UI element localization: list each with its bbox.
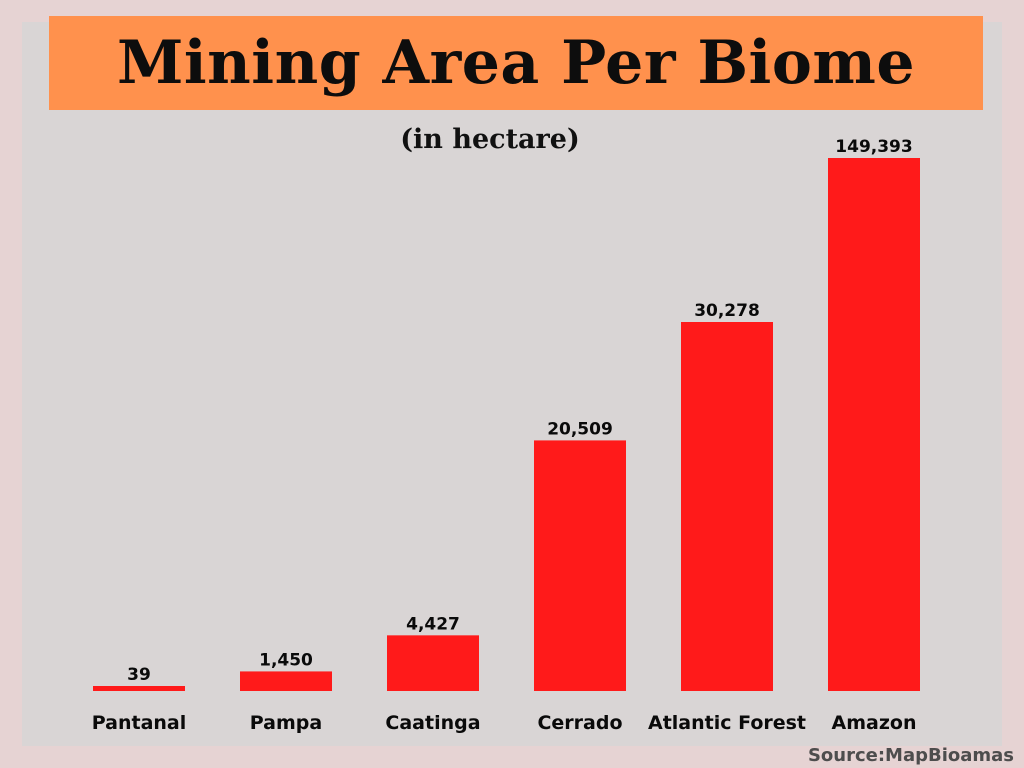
- value-label: 20,509: [547, 419, 613, 439]
- chart-title: Mining Area Per Biome: [116, 28, 916, 98]
- value-label: 149,393: [835, 137, 912, 157]
- category-label: Amazon: [832, 712, 917, 734]
- value-label: 4,427: [406, 614, 460, 634]
- bar-atlantic-forest: [681, 322, 773, 691]
- bar-cerrado: [534, 440, 626, 691]
- category-label: Atlantic Forest: [648, 712, 806, 734]
- chart-subtitle: (in hectare): [400, 124, 580, 155]
- bar-pantanal: [93, 686, 185, 691]
- category-label: Cerrado: [537, 712, 622, 734]
- category-label: Pampa: [250, 712, 322, 734]
- category-label: Caatinga: [385, 712, 480, 734]
- bar-pampa: [240, 671, 332, 691]
- bar-caatinga: [387, 635, 479, 691]
- value-label: 30,278: [694, 301, 760, 321]
- bar-amazon: [828, 158, 920, 691]
- source-note: Source:MapBioamas: [807, 745, 1014, 766]
- title-banner: Mining Area Per Biome: [49, 16, 983, 110]
- category-label: Pantanal: [92, 712, 187, 734]
- value-label: 1,450: [259, 650, 313, 670]
- value-label: 39: [127, 665, 151, 685]
